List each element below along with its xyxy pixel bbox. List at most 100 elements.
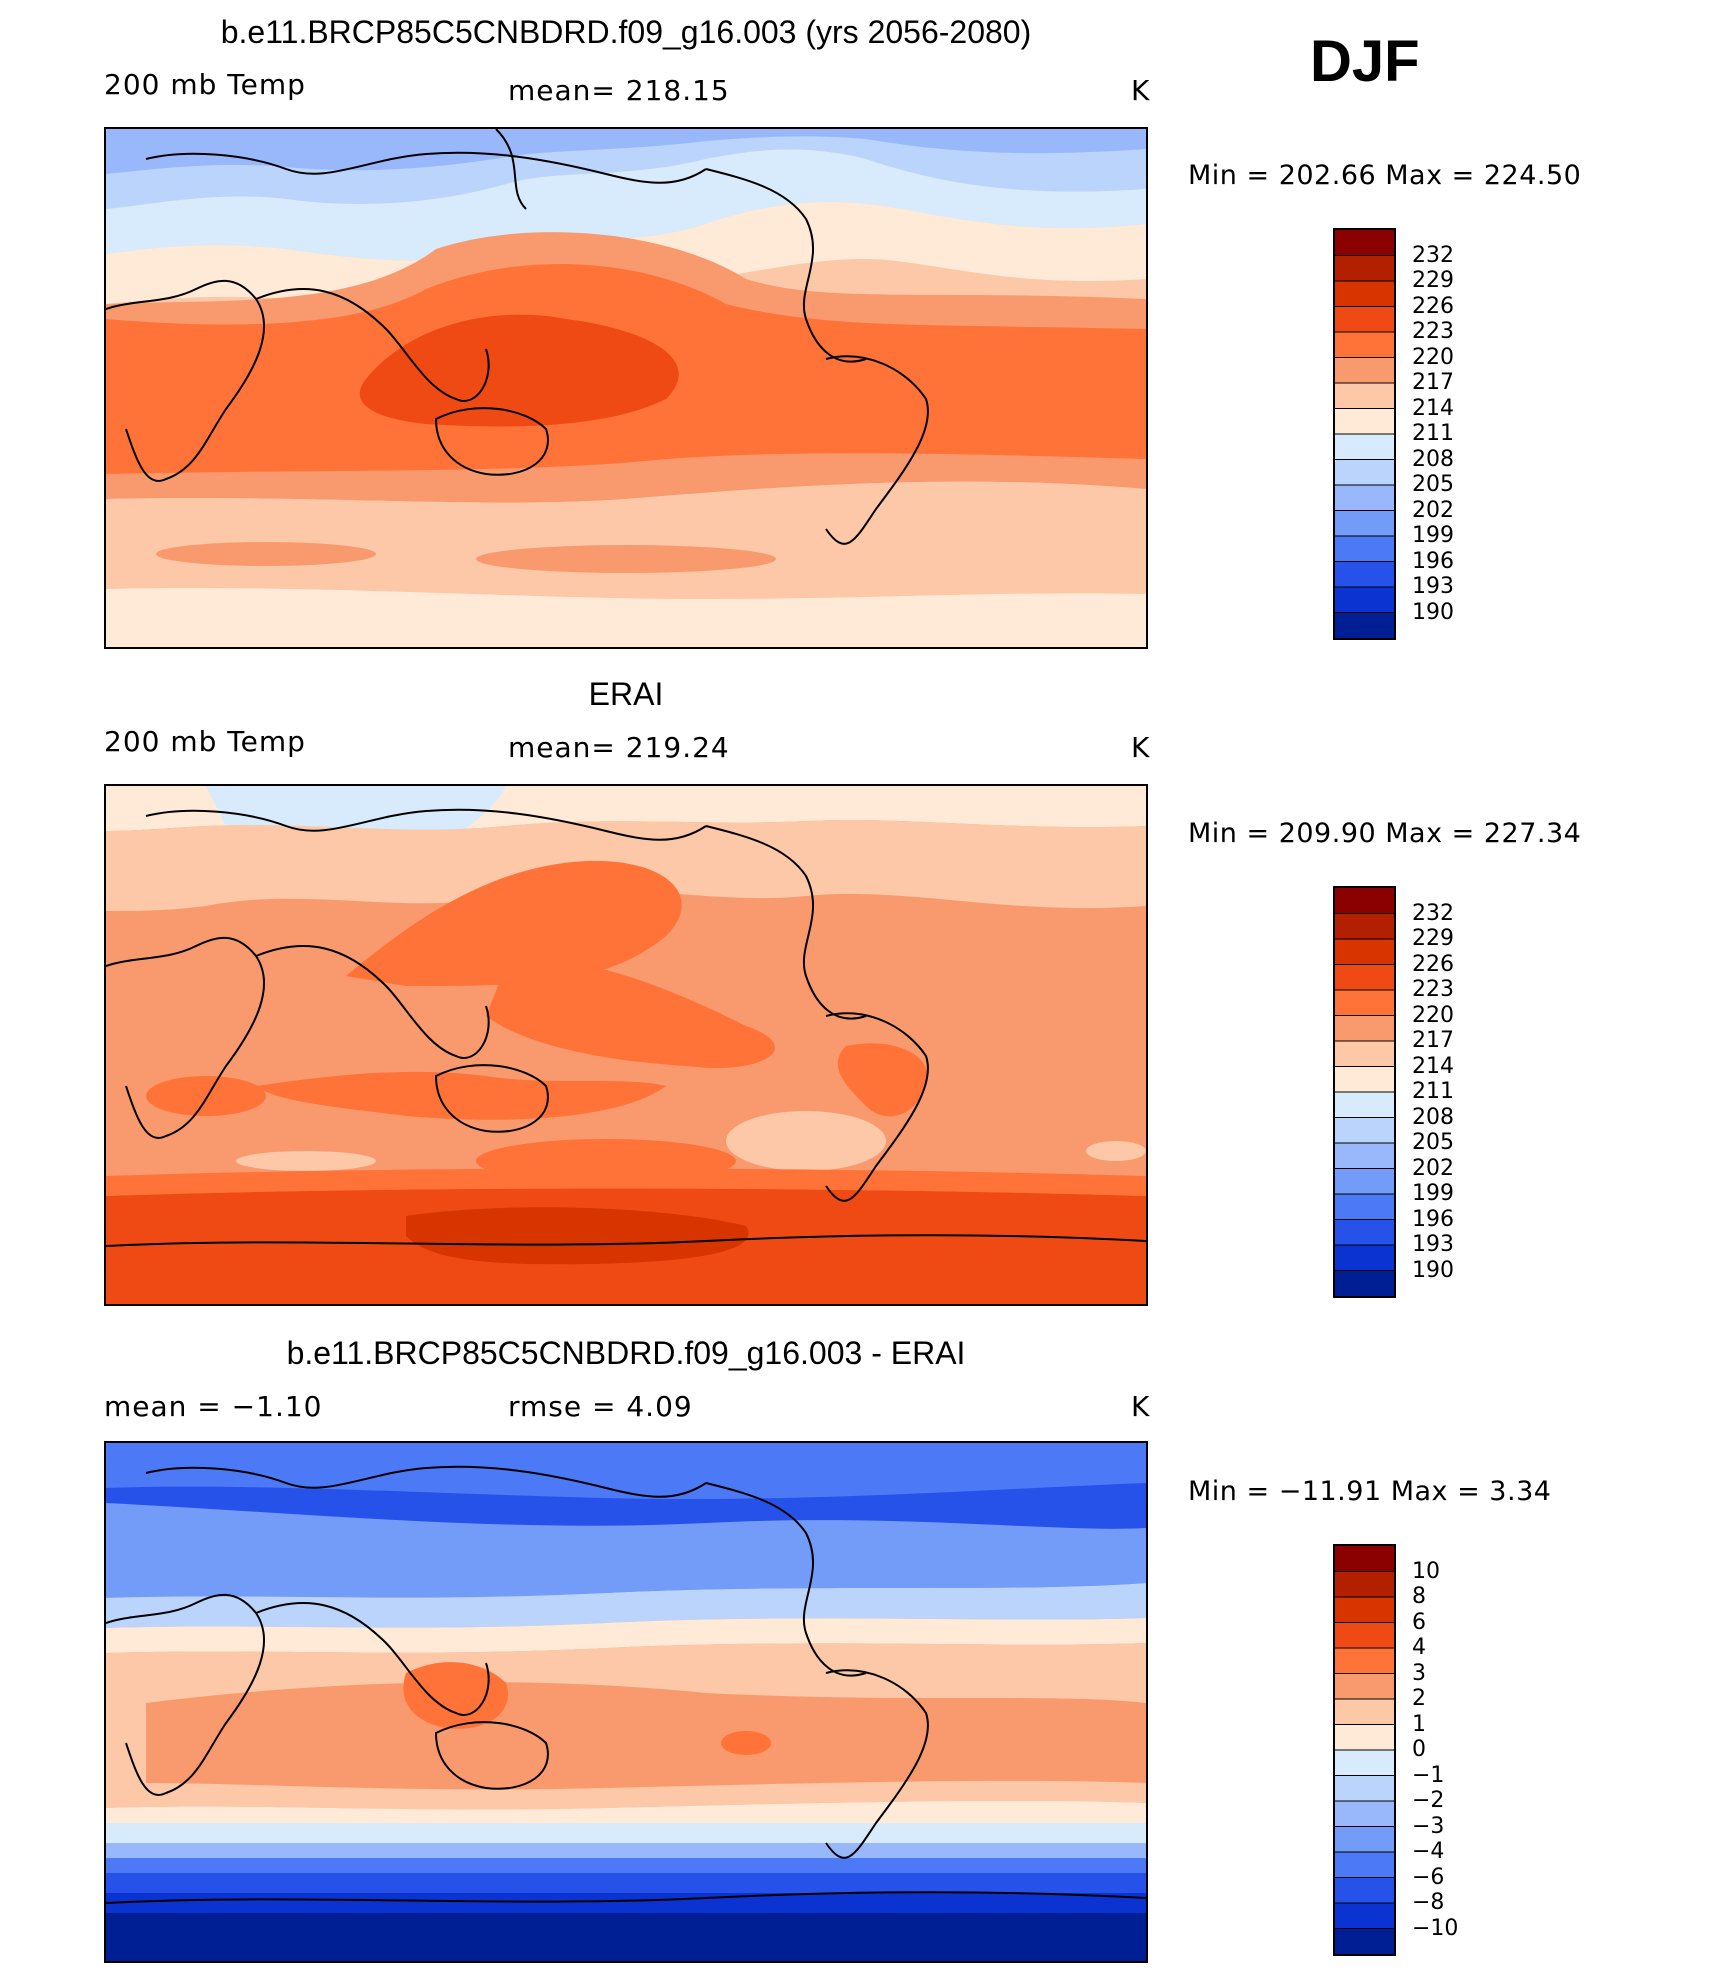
colorbar-tick-label: 211 bbox=[1412, 421, 1454, 446]
colorbar-swatch bbox=[1335, 888, 1394, 914]
colorbar-swatch bbox=[1335, 255, 1394, 282]
colorbar-tick-label: 190 bbox=[1412, 599, 1454, 625]
colorbar-tick-label: 214 bbox=[1412, 1053, 1454, 1079]
colorbar-tick-label: 3 bbox=[1412, 1660, 1426, 1686]
colorbar-tick-label: −1 bbox=[1412, 1762, 1445, 1788]
colorbar-tick-label: 1 bbox=[1412, 1711, 1426, 1737]
colorbar-tick-label: −4 bbox=[1412, 1839, 1445, 1864]
colorbar-tick-label: 223 bbox=[1412, 319, 1454, 344]
colorbar-swatch bbox=[1335, 1597, 1394, 1623]
colorbar-swatch bbox=[1335, 1775, 1394, 1802]
colorbar-swatch bbox=[1335, 1546, 1394, 1572]
colorbar-tick-label: 226 bbox=[1412, 951, 1454, 977]
colorbar-tick-label: 229 bbox=[1412, 268, 1454, 293]
colorbar-swatch bbox=[1335, 1041, 1394, 1067]
colorbar-swatch bbox=[1335, 383, 1394, 409]
colorbar-tick-label: −8 bbox=[1412, 1890, 1445, 1915]
colorbar-swatch bbox=[1335, 1015, 1394, 1042]
colorbar-swatch bbox=[1335, 306, 1394, 333]
colorbar-tick-label: 202 bbox=[1412, 497, 1454, 523]
colorbar-swatch bbox=[1335, 1801, 1394, 1827]
panel-2-contour-field bbox=[106, 786, 1146, 1304]
panel-2-colorbar bbox=[1333, 886, 1396, 1298]
colorbar-tick-label: 199 bbox=[1412, 1181, 1454, 1206]
colorbar-tick-label: 6 bbox=[1412, 1609, 1426, 1635]
colorbar-swatch bbox=[1335, 1194, 1394, 1220]
colorbar-swatch bbox=[1335, 1066, 1394, 1093]
colorbar-swatch bbox=[1335, 434, 1394, 460]
colorbar-swatch bbox=[1335, 536, 1394, 562]
colorbar-tick-label: 223 bbox=[1412, 977, 1454, 1002]
panel-2-colorbar-labels: 232 229 226 223 220 217 214 211 208 205 202 199 196 1… bbox=[1412, 886, 1492, 1298]
colorbar-swatch bbox=[1335, 964, 1394, 991]
colorbar-tick-label: 196 bbox=[1412, 1206, 1454, 1232]
panel-3-rmse-label: rmse = 4.09 bbox=[508, 1390, 693, 1423]
colorbar-tick-label: 205 bbox=[1412, 472, 1454, 497]
panel-1-mean-label: mean= 218.15 bbox=[508, 74, 730, 107]
colorbar-tick-label: 211 bbox=[1412, 1079, 1454, 1104]
panel-2-mean-label: mean= 219.24 bbox=[508, 731, 730, 764]
colorbar-swatch bbox=[1335, 1826, 1394, 1853]
colorbar-swatch bbox=[1335, 1143, 1394, 1169]
panel-3-min-max: Min = −11.91 Max = 3.34 bbox=[1188, 1476, 1552, 1507]
panel-3-title: b.e11.BRCP85C5CNBDRD.f09_g16.003 - ERAI bbox=[286, 1335, 966, 1371]
colorbar-tick-label: −10 bbox=[1412, 1915, 1459, 1941]
colorbar-swatch bbox=[1335, 1092, 1394, 1118]
colorbar-tick-label: −6 bbox=[1412, 1864, 1445, 1890]
colorbar-swatch bbox=[1335, 1117, 1394, 1144]
colorbar-swatch bbox=[1335, 357, 1394, 384]
colorbar-tick-label: 214 bbox=[1412, 395, 1454, 421]
colorbar-tick-label: 220 bbox=[1412, 1002, 1454, 1028]
colorbar-swatch bbox=[1335, 1750, 1394, 1776]
colorbar-tick-label: −3 bbox=[1412, 1813, 1445, 1839]
colorbar-tick-label: 205 bbox=[1412, 1130, 1454, 1155]
colorbar-tick-label: 232 bbox=[1412, 242, 1454, 268]
colorbar-swatch bbox=[1335, 408, 1394, 435]
colorbar-swatch bbox=[1335, 913, 1394, 940]
colorbar-swatch bbox=[1335, 1852, 1394, 1878]
colorbar-swatch bbox=[1335, 1699, 1394, 1725]
colorbar-swatch bbox=[1335, 485, 1394, 511]
colorbar-swatch bbox=[1335, 1877, 1394, 1904]
colorbar-tick-label: 229 bbox=[1412, 926, 1454, 951]
colorbar-tick-label: 208 bbox=[1412, 446, 1454, 472]
panel-3-contour-field bbox=[106, 1443, 1146, 1961]
panel-1-map bbox=[104, 127, 1148, 649]
panel-1-contour-field bbox=[106, 129, 1146, 647]
panel-2-variable-label: 200 mb Temp bbox=[104, 725, 306, 758]
season-label: DJF bbox=[1310, 29, 1420, 94]
panel-1-colorbar-swatches bbox=[1335, 230, 1394, 638]
colorbar-swatch bbox=[1335, 1903, 1394, 1929]
panel-3-colorbar-swatches bbox=[1335, 1546, 1394, 1954]
colorbar-swatch bbox=[1335, 990, 1394, 1016]
panel-1-units-label: K bbox=[1131, 74, 1151, 107]
colorbar-swatch bbox=[1335, 1724, 1394, 1751]
panel-1-colorbar bbox=[1333, 228, 1396, 640]
colorbar-tick-label: 226 bbox=[1412, 293, 1454, 319]
colorbar-tick-label: 199 bbox=[1412, 523, 1454, 548]
panel-3-mean-label: mean = −1.10 bbox=[104, 1390, 323, 1423]
colorbar-tick-label: 190 bbox=[1412, 1257, 1454, 1283]
panel-3-map bbox=[104, 1441, 1148, 1963]
colorbar-swatch bbox=[1335, 587, 1394, 613]
colorbar-swatch bbox=[1335, 1168, 1394, 1195]
colorbar-swatch bbox=[1335, 510, 1394, 537]
colorbar-tick-label: 4 bbox=[1412, 1635, 1426, 1660]
colorbar-swatch bbox=[1335, 1219, 1394, 1246]
panel-1-title: b.e11.BRCP85C5CNBDRD.f09_g16.003 (yrs 20… bbox=[220, 14, 1032, 50]
colorbar-tick-label: 217 bbox=[1412, 1028, 1454, 1053]
colorbar-tick-label: 2 bbox=[1412, 1686, 1426, 1711]
colorbar-tick-label: 193 bbox=[1412, 574, 1454, 599]
colorbar-swatch bbox=[1335, 1928, 1394, 1954]
colorbar-swatch bbox=[1335, 939, 1394, 965]
colorbar-swatch bbox=[1335, 1571, 1394, 1598]
panel-1-variable-label: 200 mb Temp bbox=[104, 68, 306, 101]
panel-2-title: ERAI bbox=[588, 676, 664, 712]
panel-1-colorbar-labels: 232 229 226 223 220 217 214 211 208 205 202 199 196 1… bbox=[1412, 228, 1492, 640]
colorbar-tick-label: −2 bbox=[1412, 1788, 1445, 1813]
panel-2-map bbox=[104, 784, 1148, 1306]
colorbar-swatch bbox=[1335, 1673, 1394, 1700]
colorbar-tick-label: 217 bbox=[1412, 370, 1454, 395]
colorbar-swatch bbox=[1335, 230, 1394, 256]
panel-3-colorbar bbox=[1333, 1544, 1396, 1956]
